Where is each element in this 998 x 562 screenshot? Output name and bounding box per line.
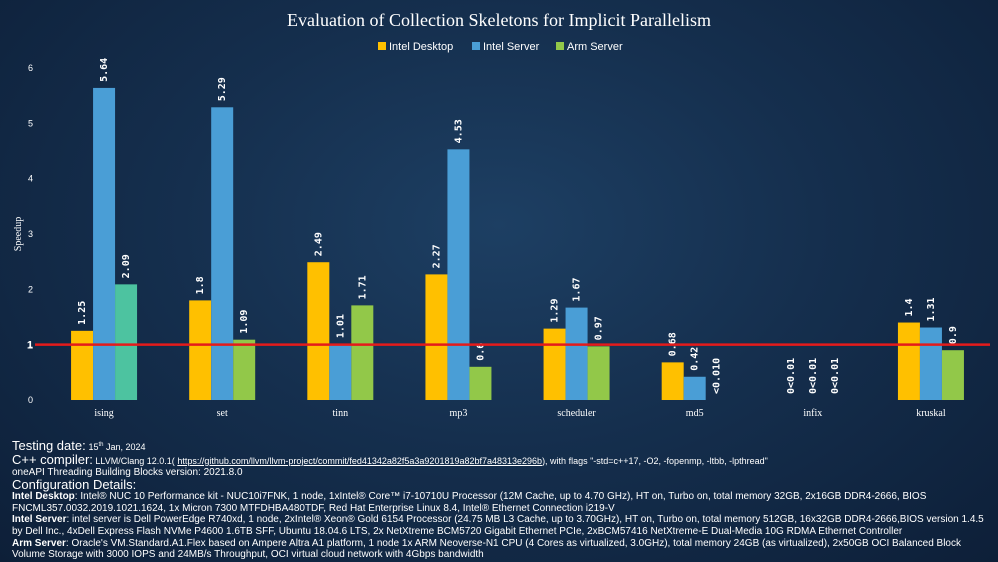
testing-date-value: 15th Jan, 2024 [88, 442, 146, 452]
bar-ising-1 [93, 87, 116, 401]
y-axis-label: Speedup [13, 217, 24, 251]
y-tick-4: 4 [28, 174, 33, 184]
bar-tinn-2 [351, 305, 374, 400]
bar-tinn-0 [307, 262, 330, 400]
legend-swatch-0 [378, 42, 386, 50]
config-heading: Configuration Details: [12, 477, 137, 493]
data-label-mp3-0: 2.27 [431, 244, 442, 268]
compiler-flags: ), with flags "-std=c++17, -O2, -fopenmp… [542, 455, 768, 466]
data-label-scheduler-1: 1.67 [572, 277, 583, 301]
bar-kruskal-2 [941, 350, 964, 400]
bar-tinn-1 [329, 344, 352, 400]
legend-label-2: Arm Server [567, 41, 623, 53]
bar-scheduler-0 [543, 328, 566, 400]
server-text: : intel server is Dell PowerEdge R740xd,… [12, 514, 984, 537]
x-tick-ising: ising [94, 408, 113, 419]
arm-text: : Oracle's VM.Standard.A1.Flex based on … [12, 537, 961, 561]
bar-set-2 [233, 339, 256, 400]
y-tick-3: 3 [28, 229, 33, 239]
bar-set-0 [189, 300, 212, 400]
desktop-config: Intel Desktop: Intel® NUC 10 Performance… [12, 491, 992, 514]
data-label-md5-1: 0.42 [690, 347, 701, 371]
data-label-ising-1: 5.64 [99, 58, 110, 82]
legend-swatch-2 [556, 42, 564, 50]
data-label-kruskal-1: 1.31 [926, 297, 937, 321]
bar-chart: Evaluation of Collection Skeletons for I… [13, 10, 990, 419]
data-label-tinn-0: 2.49 [313, 232, 324, 256]
compiler-label: C++ compiler: [12, 451, 93, 467]
legend-label-0: Intel Desktop [389, 41, 453, 53]
desktop-label: Intel Desktop [12, 490, 75, 502]
data-label-scheduler-0: 1.29 [550, 299, 561, 323]
data-label-set-2: 1.09 [239, 310, 250, 334]
bar-ising-0 [71, 330, 94, 400]
bar-md5-0 [661, 362, 684, 400]
bar-kruskal-0 [897, 322, 920, 400]
bar-mp3-1 [447, 149, 470, 400]
data-label-ising-2: 2.09 [121, 254, 132, 278]
legend-swatch-1 [472, 42, 480, 50]
x-tick-mp3: mp3 [450, 408, 468, 419]
compiler-pre: LLVM/Clang 12.0.1( [92, 455, 178, 466]
y-tick-6: 6 [28, 63, 33, 73]
x-tick-infix: infix [803, 408, 822, 419]
x-tick-tinn: tinn [333, 408, 349, 419]
server-config: Intel Server: intel server is Dell Power… [12, 514, 992, 537]
y-tick-1: 1 [28, 340, 33, 350]
data-label-infix-0: 0<0.01 [786, 358, 797, 394]
reference-line-label: 1 [27, 340, 33, 352]
data-label-md5-2: <0.010 [712, 358, 723, 394]
tbb-line: oneAPI Threading Building Blocks version… [12, 467, 243, 479]
data-label-set-0: 1.8 [195, 276, 206, 294]
footnotes: Testing date: 15th Jan, 2024 C++ compile… [12, 438, 992, 561]
arm-label: Arm Server [12, 537, 66, 549]
y-tick-0: 0 [28, 395, 33, 405]
server-label: Intel Server [12, 514, 67, 526]
arm-config: Arm Server: Oracle's VM.Standard.A1.Flex… [12, 538, 992, 561]
desktop-text: : Intel® NUC 10 Performance kit - NUC10i… [12, 490, 927, 514]
bar-set-1 [211, 107, 234, 400]
data-label-kruskal-0: 1.4 [904, 298, 915, 316]
legend-label-1: Intel Server [483, 41, 540, 53]
x-tick-md5: md5 [686, 408, 704, 419]
bar-mp3-2 [469, 366, 492, 400]
y-tick-2: 2 [28, 284, 33, 294]
data-label-infix-1: 0<0.01 [808, 358, 819, 394]
data-label-set-1: 5.29 [217, 77, 228, 101]
testing-date-label: Testing date: [12, 438, 86, 453]
data-label-tinn-1: 1.01 [335, 314, 346, 338]
x-tick-set: set [217, 408, 228, 419]
data-label-kruskal-2: 0.9 [948, 326, 959, 344]
bar-scheduler-2 [587, 346, 610, 400]
data-label-scheduler-2: 0.97 [594, 316, 605, 340]
chart-title: Evaluation of Collection Skeletons for I… [287, 10, 711, 30]
data-label-ising-0: 1.25 [77, 301, 88, 325]
bar-scheduler-1 [565, 307, 588, 400]
bar-ising-2 [115, 284, 138, 400]
bar-mp3-0 [425, 274, 448, 400]
data-label-tinn-2: 1.71 [357, 275, 368, 299]
x-tick-kruskal: kruskal [916, 408, 946, 419]
testing-date-line: Testing date: 15th Jan, 2024 [12, 438, 992, 454]
bar-kruskal-1 [919, 327, 942, 400]
compiler-link[interactable]: https://github.com/llvm/llvm-project/com… [177, 455, 543, 466]
x-tick-scheduler: scheduler [557, 408, 596, 419]
y-tick-5: 5 [28, 118, 33, 128]
data-label-mp3-1: 4.53 [453, 119, 464, 143]
data-label-mp3-2: 0.6 [475, 343, 486, 361]
compiler-line: C++ compiler: LLVM/Clang 12.0.1( https:/… [12, 451, 992, 468]
data-label-infix-2: 0<0.01 [830, 358, 841, 394]
bar-md5-1 [683, 376, 706, 400]
